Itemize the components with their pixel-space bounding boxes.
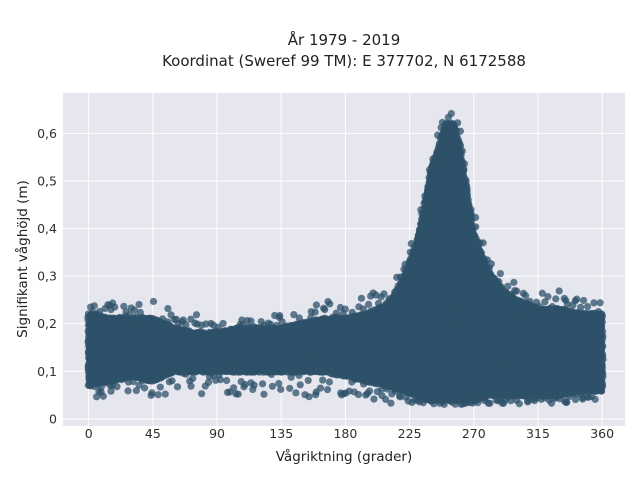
data-points (84, 110, 607, 408)
